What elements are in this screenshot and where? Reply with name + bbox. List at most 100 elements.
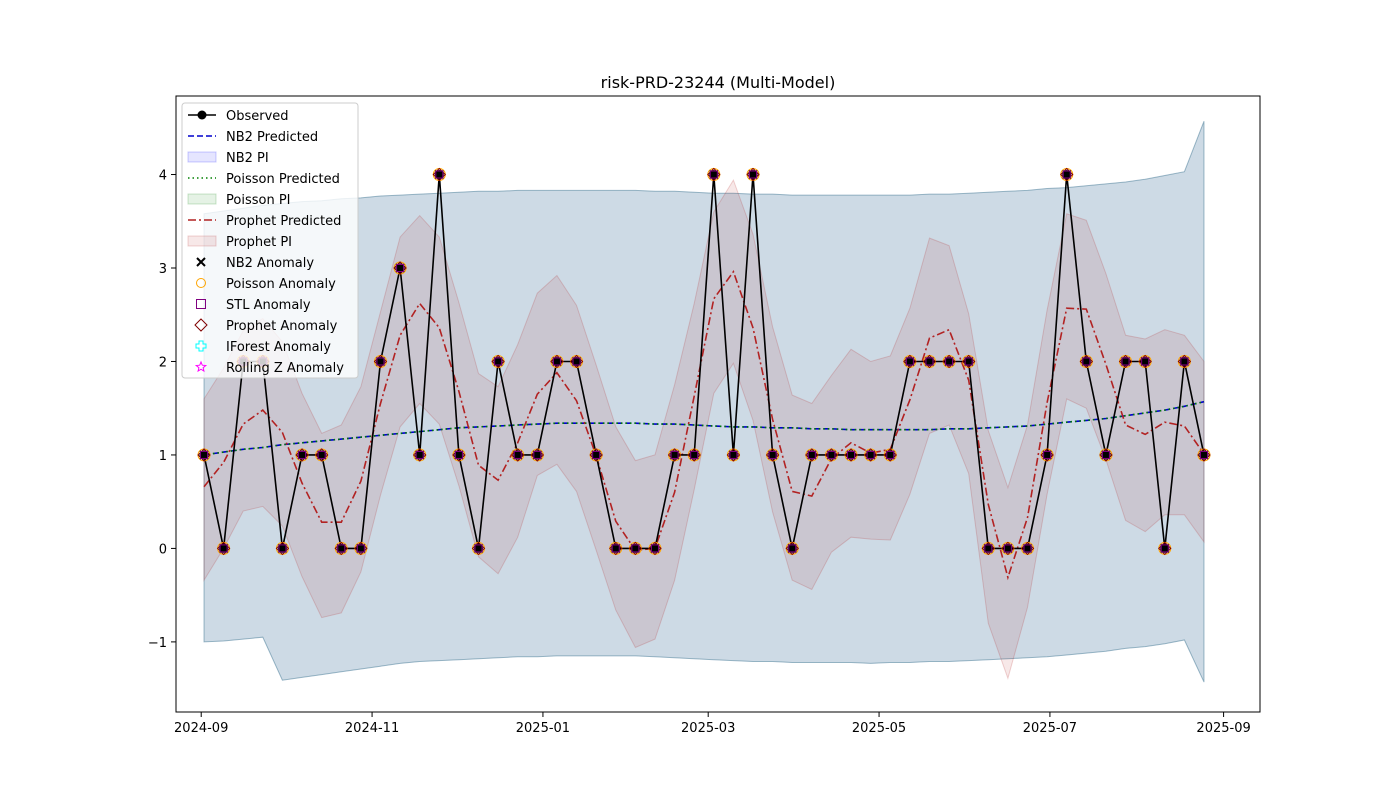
legend: Observed NB2 Predicted NB2 PI Poisson Predi… xyxy=(181,102,359,379)
band-2 xyxy=(203,178,1205,680)
legend-handle xyxy=(196,278,206,288)
observed-point-20 xyxy=(589,448,603,462)
observed-point-32 xyxy=(824,448,839,462)
observed-point-45 xyxy=(1079,354,1094,369)
legend-entry-12: Rolling Z Anomaly xyxy=(194,360,344,376)
stl-anomaly-mark xyxy=(729,450,738,459)
stl-anomaly-mark xyxy=(219,544,228,553)
legend-label: IForest Anomaly xyxy=(226,340,331,355)
nb2-anomaly-mark xyxy=(611,543,621,553)
observed-point-15 xyxy=(491,354,505,369)
legend-handle xyxy=(195,340,207,352)
observed-point-16 xyxy=(511,448,525,462)
stl-anomaly-mark xyxy=(592,450,601,459)
nb2-anomaly-mark xyxy=(768,450,778,460)
nb2-anomaly-mark xyxy=(630,543,640,553)
legend-entry-3: Poisson Predicted xyxy=(188,172,340,187)
stl-anomaly-mark xyxy=(945,357,954,366)
stl-anomaly-mark xyxy=(866,450,875,459)
stl-anomaly-mark xyxy=(788,544,797,553)
observed-point-33 xyxy=(844,448,858,462)
legend-entry-1: NB2 Predicted xyxy=(188,130,318,145)
legend-handle xyxy=(194,318,208,332)
observed-point-23 xyxy=(648,541,662,556)
nb2-anomaly-mark xyxy=(1003,543,1013,553)
x-tick-label: 2025-03 xyxy=(681,721,735,736)
observed-point-30 xyxy=(785,541,799,556)
nb2-anomaly-mark xyxy=(572,356,582,366)
observed-point-21 xyxy=(609,541,623,556)
observed-point-38 xyxy=(942,354,956,369)
series-lines xyxy=(203,174,1205,581)
stl-anomaly-mark xyxy=(415,450,424,459)
observed-point-49 xyxy=(1158,541,1172,556)
nb2-anomaly-mark xyxy=(297,450,307,460)
nb2-anomaly-mark xyxy=(1042,450,1052,460)
stl-anomaly-mark xyxy=(435,170,444,179)
stl-anomaly-mark xyxy=(298,450,307,459)
legend-label: NB2 PI xyxy=(226,151,269,166)
legend-handle xyxy=(187,193,217,205)
stl-anomaly-mark xyxy=(356,544,365,553)
nb2-anomaly-mark xyxy=(219,543,229,553)
legend-entry-2: NB2 PI xyxy=(187,151,269,166)
observed-point-43 xyxy=(1040,448,1054,462)
observed-point-50 xyxy=(1177,354,1192,369)
observed-point-6 xyxy=(314,448,329,462)
nb2-anomaly-mark xyxy=(1062,169,1072,180)
nb2-anomaly-mark xyxy=(807,450,817,460)
nb2-anomaly-mark xyxy=(748,169,758,180)
observed-point-25 xyxy=(687,448,701,462)
nb2-anomaly-mark xyxy=(336,543,346,553)
stl-anomaly-mark xyxy=(827,450,836,459)
stl-anomaly-mark xyxy=(847,450,856,459)
y-tick-label: 3 xyxy=(159,262,167,277)
nb2-anomaly-mark xyxy=(846,450,856,460)
series-line-0 xyxy=(203,174,1205,550)
nb2-anomaly-mark xyxy=(1101,450,1111,460)
legend-entry-8: Poisson Anomaly xyxy=(196,277,336,292)
plot-frame xyxy=(175,95,1261,713)
x-axis: 2024-09 2024-11 2025-01 2025-03 2025-05 2025-… xyxy=(174,712,1251,736)
nb2-anomaly-mark xyxy=(689,450,699,460)
x-tick-4: 2025-05 xyxy=(852,712,906,736)
y-tick-4: 3 xyxy=(159,262,176,277)
legend-box xyxy=(181,102,359,379)
nb2-anomaly-mark xyxy=(591,450,601,460)
nb2-anomaly-mark xyxy=(199,450,209,460)
legend-label: Prophet PI xyxy=(226,235,292,250)
stl-anomaly-mark xyxy=(650,544,659,553)
nb2-anomaly-mark xyxy=(885,450,895,460)
stl-anomaly-mark xyxy=(611,544,620,553)
observed-point-4 xyxy=(275,541,290,556)
x-tick-label: 2024-11 xyxy=(345,721,399,736)
legend-label: Prophet Predicted xyxy=(226,214,341,229)
nb2-anomaly-mark xyxy=(317,450,327,460)
nb2-anomaly-mark xyxy=(552,356,562,366)
nb2-anomaly-mark xyxy=(1160,543,1170,553)
legend-label: Poisson Anomaly xyxy=(226,277,336,292)
observed-point-34 xyxy=(863,448,878,462)
observed-point-36 xyxy=(903,354,917,369)
stl-anomaly-mark xyxy=(768,450,777,459)
observed-point-42 xyxy=(1020,541,1035,556)
observed-point-0 xyxy=(197,448,211,462)
stl-anomaly-mark xyxy=(396,263,405,272)
observed-point-41 xyxy=(1001,541,1015,556)
observed-point-12 xyxy=(432,167,447,182)
nb2-anomaly-mark xyxy=(375,356,386,366)
stl-anomaly-mark xyxy=(984,544,993,553)
chart-title: risk-PRD-23244 (Multi-Model) xyxy=(601,73,836,92)
stl-anomaly-mark xyxy=(690,450,699,459)
observed-point-46 xyxy=(1099,448,1113,462)
stl-anomaly-mark xyxy=(807,450,816,459)
observed-point-51 xyxy=(1197,448,1211,462)
legend-handle xyxy=(187,151,217,163)
stl-anomaly-mark xyxy=(474,544,483,553)
stl-anomaly-mark xyxy=(1062,170,1071,179)
y-tick-label: −1 xyxy=(148,636,167,651)
stl-anomaly-mark xyxy=(1101,450,1110,459)
nb2-anomaly-mark xyxy=(650,543,660,553)
legend-entry-7: NB2 Anomaly xyxy=(196,256,314,271)
